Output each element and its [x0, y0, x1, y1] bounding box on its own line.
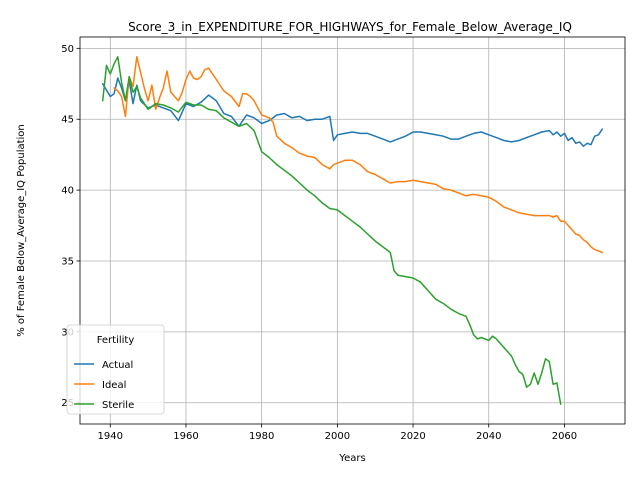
- legend-label-sterile: Sterile: [102, 400, 134, 411]
- legend-box: [66, 324, 165, 415]
- grid-lines: [80, 37, 625, 424]
- x-tick-label: 2020: [400, 431, 425, 442]
- x-tick-label: 2040: [476, 431, 501, 442]
- series-line-actual: [101, 77, 604, 147]
- legend: Fertility Actual Ideal Sterile: [66, 324, 165, 415]
- series-line-ideal: [113, 56, 604, 254]
- plot-area-frame: [79, 36, 626, 425]
- series-line-sterile: [101, 56, 562, 405]
- y-tick-label: 45: [61, 115, 74, 126]
- legend-title: Fertility: [97, 335, 135, 346]
- y-axis-label: % of Female Below_Average_IQ Population: [16, 124, 27, 337]
- y-tick-label: 50: [61, 44, 74, 55]
- series-lines: [101, 56, 604, 405]
- x-tick-label: 2000: [325, 431, 350, 442]
- x-tick-label: 1940: [98, 431, 123, 442]
- x-tick-label: 1980: [249, 431, 274, 442]
- x-axis-label: Years: [338, 453, 365, 464]
- x-tick-label: 2060: [552, 431, 577, 442]
- x-tick-label: 1960: [173, 431, 198, 442]
- chart-title: Score_3_in_EXPENDITURE_FOR_HIGHWAYS_for_…: [128, 20, 572, 34]
- legend-label-actual: Actual: [102, 360, 133, 371]
- x-axis-ticks: 1940 1960 1980 2000 2020 2040 2060: [98, 424, 577, 442]
- y-tick-label: 40: [61, 186, 74, 197]
- y-tick-label: 35: [61, 256, 74, 267]
- legend-label-ideal: Ideal: [102, 380, 126, 391]
